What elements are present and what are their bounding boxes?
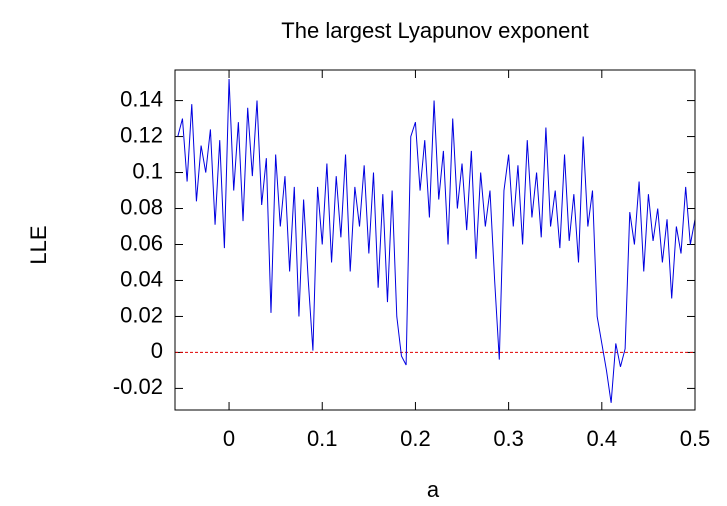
plot-frame: [174, 69, 696, 411]
x-tick-label: 0.4: [587, 426, 618, 451]
x-tick-label: 0.3: [493, 426, 524, 451]
y-tick-label: 0.08: [120, 194, 163, 219]
y-tick-label: 0: [151, 338, 163, 363]
y-tick-label: 0.1: [132, 158, 163, 183]
chart-title: The largest Lyapunov exponent: [281, 18, 588, 43]
x-tick-label: 0.5: [680, 426, 711, 451]
x-tick-label: 0: [223, 426, 235, 451]
x-tick-label: 0.2: [400, 426, 431, 451]
y-tick-label: 0.02: [120, 302, 163, 327]
x-tick-label: 0.1: [307, 426, 338, 451]
y-tick-label: -0.02: [113, 374, 163, 399]
x-axis-label: a: [427, 477, 440, 502]
y-tick-label: 0.04: [120, 266, 163, 291]
y-tick-label: 0.14: [120, 86, 163, 111]
y-tick-label: 0.12: [120, 122, 163, 147]
data-line: [177, 78, 696, 403]
y-axis-label: LLE: [26, 225, 51, 264]
y-tick-label: 0.06: [120, 230, 163, 255]
